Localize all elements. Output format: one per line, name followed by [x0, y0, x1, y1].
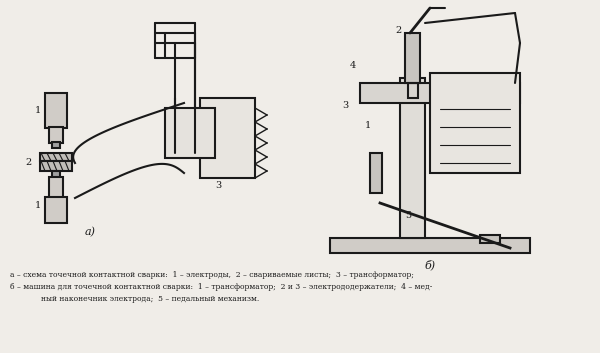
Text: 1: 1 — [35, 106, 41, 115]
Text: 3: 3 — [215, 181, 221, 190]
Bar — [165, 108, 215, 158]
Text: б – машина для точечной контактной сварки:  1 – трансформатор;  2 и 3 – электрод: б – машина для точечной контактной сварк… — [10, 283, 433, 291]
Bar — [49, 177, 63, 198]
Bar — [49, 127, 63, 143]
Bar — [40, 161, 72, 171]
Bar — [408, 83, 418, 98]
Bar — [370, 153, 382, 193]
Bar — [400, 78, 425, 238]
Text: 2: 2 — [395, 26, 401, 35]
Text: ный наконечник электрода;  5 – педальный механизм.: ный наконечник электрода; 5 – педальный … — [41, 295, 259, 303]
Bar — [40, 153, 72, 161]
Bar — [52, 142, 60, 148]
Bar — [360, 83, 520, 103]
Text: а): а) — [85, 227, 95, 237]
Bar — [405, 33, 420, 83]
Bar — [480, 235, 500, 243]
Bar — [45, 197, 67, 223]
Text: а – схема точечной контактной сварки:  1 – электроды,  2 – свариваемые листы;  3: а – схема точечной контактной сварки: 1 … — [10, 271, 414, 279]
Text: 1: 1 — [365, 121, 371, 130]
Text: 1: 1 — [35, 201, 41, 210]
Bar — [200, 98, 255, 178]
Text: б): б) — [424, 259, 436, 270]
Bar — [430, 73, 520, 173]
Bar — [330, 238, 530, 253]
Bar — [45, 93, 67, 128]
Text: 2: 2 — [25, 158, 31, 167]
Text: 3: 3 — [342, 101, 348, 110]
Bar — [52, 171, 60, 178]
Text: 5: 5 — [405, 211, 411, 220]
Text: 4: 4 — [350, 61, 356, 70]
